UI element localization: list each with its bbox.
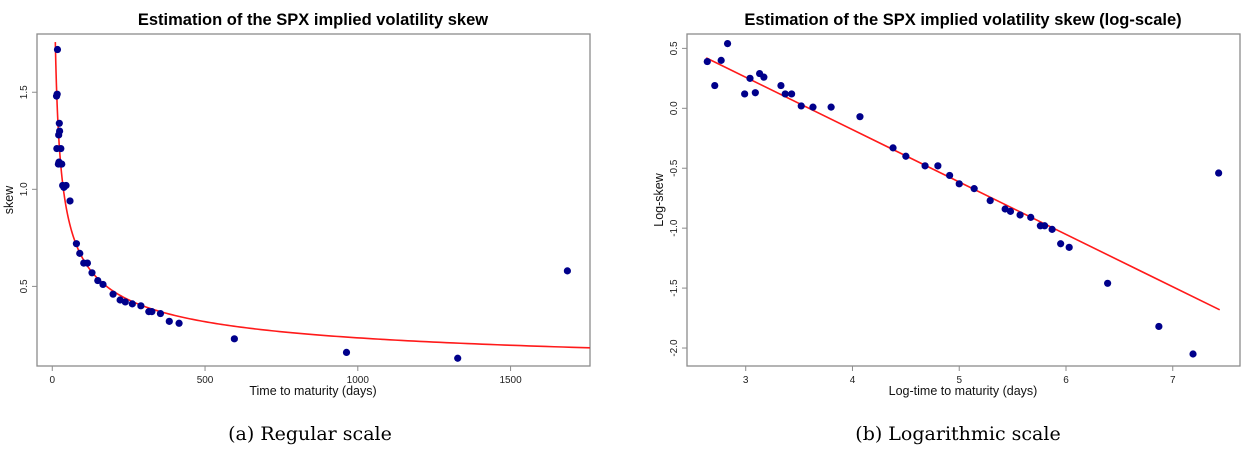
data-point (230, 335, 238, 343)
data-point (121, 298, 129, 306)
data-point (83, 259, 92, 267)
data-point (809, 103, 817, 111)
figure-caption: (b) Logarithmic scale (855, 423, 1060, 445)
data-point (72, 240, 81, 248)
data-point (946, 171, 954, 180)
data-point (777, 81, 785, 90)
data-point (723, 39, 732, 48)
x-tick-label: 6 (1063, 375, 1069, 386)
figure-caption: (a) Regular scale (228, 423, 392, 445)
y-tick-label: 1.0 (19, 182, 30, 196)
data-points (703, 39, 1223, 358)
data-point (1027, 213, 1035, 221)
y-tick-label: 0.5 (19, 279, 30, 293)
x-tick-label: 1500 (499, 375, 522, 386)
panel-regular-scale: Estimation of the SPX implied volatility… (2, 11, 591, 445)
data-point (741, 90, 749, 98)
x-tick-label: 3 (743, 375, 749, 386)
x-tick-label: 500 (197, 375, 214, 386)
x-tick-label: 7 (1170, 375, 1176, 386)
data-point (889, 144, 897, 152)
data-point (717, 56, 725, 64)
data-point (53, 90, 61, 98)
data-point (58, 160, 66, 168)
x-axis: 0 500 1000 1500 (49, 366, 522, 386)
y-axis-label: Log-skew (652, 172, 666, 226)
data-point (781, 90, 789, 98)
data-point (1104, 279, 1112, 287)
data-point (94, 276, 102, 285)
x-axis: 3 4 5 6 7 (743, 366, 1176, 386)
data-point (1048, 225, 1056, 233)
x-axis-label: Time to maturity (days) (249, 384, 376, 398)
y-tick-label: -1.5 (669, 279, 680, 297)
data-point (711, 81, 719, 90)
data-point (1215, 169, 1223, 177)
data-point (62, 181, 70, 190)
data-point (1016, 211, 1024, 219)
data-point (56, 127, 64, 135)
data-point (55, 119, 63, 127)
data-point (1155, 322, 1163, 331)
data-point (788, 90, 796, 98)
y-tick-label: 1.5 (19, 85, 30, 99)
data-point (99, 280, 107, 289)
y-tick-label: 0.0 (669, 101, 680, 115)
data-point (1041, 222, 1049, 230)
data-point (165, 317, 173, 325)
y-tick-label: -1.0 (669, 219, 680, 237)
data-point (137, 302, 145, 310)
data-points (52, 45, 571, 362)
data-point (934, 162, 942, 170)
data-point (1057, 240, 1065, 248)
data-point (986, 196, 994, 205)
chart-title: Estimation of the SPX implied volatility… (744, 11, 1181, 29)
data-point (703, 57, 711, 66)
y-axis: -2.0 -1.5 -1.0 -0.5 0.0 0.5 (669, 41, 687, 357)
data-point (563, 267, 571, 275)
data-point (856, 113, 864, 121)
data-point (921, 162, 929, 170)
data-point (1189, 350, 1197, 358)
data-point (454, 354, 462, 362)
y-tick-label: 0.5 (669, 41, 680, 55)
data-point (827, 103, 835, 111)
data-point (53, 45, 62, 54)
data-point (902, 152, 910, 160)
data-point (1006, 207, 1015, 215)
data-point (342, 348, 351, 357)
y-tick-label: -0.5 (669, 159, 680, 177)
y-axis-label: skew (2, 185, 16, 214)
y-axis: 0.5 1.0 1.5 (19, 85, 37, 293)
data-point (760, 73, 768, 81)
data-point (76, 249, 84, 257)
panel-log-scale: Estimation of the SPX implied volatility… (652, 11, 1241, 445)
chart-title: Estimation of the SPX implied volatility… (138, 11, 488, 29)
data-point (746, 74, 754, 82)
data-point (797, 102, 805, 110)
x-axis-label: Log-time to maturity (days) (889, 384, 1038, 398)
data-point (66, 197, 74, 205)
y-tick-label: -2.0 (669, 339, 680, 357)
fitted-line (705, 57, 1221, 311)
x-tick-label: 4 (850, 375, 856, 386)
data-point (148, 308, 156, 316)
data-point (156, 309, 165, 318)
data-point (57, 144, 65, 153)
plot-frame (686, 33, 1241, 367)
x-tick-label: 1000 (347, 375, 370, 386)
data-point (1065, 243, 1073, 251)
x-tick-label: 5 (956, 375, 962, 386)
data-point (109, 290, 117, 298)
data-point (955, 180, 963, 188)
x-tick-label: 0 (49, 375, 55, 386)
data-point (970, 185, 978, 193)
data-point (751, 89, 759, 97)
data-point (175, 319, 183, 327)
data-point (128, 300, 136, 308)
plot-frame (36, 33, 591, 367)
data-point (88, 269, 96, 277)
fitted-curve (54, 42, 590, 349)
